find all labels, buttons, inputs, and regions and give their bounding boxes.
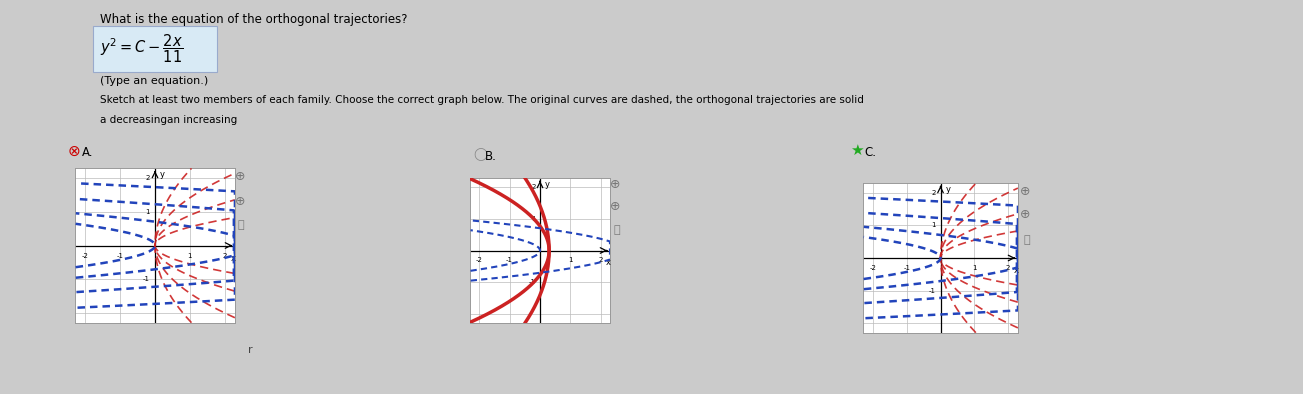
Text: ⧉: ⧉	[1023, 235, 1029, 245]
Text: ⊕: ⊕	[610, 178, 620, 191]
Text: -1: -1	[529, 279, 536, 285]
Text: $y^2 = C - \dfrac{2x}{11}$: $y^2 = C - \dfrac{2x}{11}$	[100, 32, 184, 65]
Text: x: x	[231, 254, 236, 263]
Text: r: r	[248, 345, 253, 355]
Text: -1: -1	[929, 288, 936, 294]
Text: 1: 1	[145, 209, 150, 215]
Text: 2: 2	[1006, 265, 1010, 271]
Text: ⊕: ⊕	[1020, 185, 1031, 198]
Text: y: y	[160, 170, 165, 179]
Text: B.: B.	[485, 150, 496, 163]
Text: -1: -1	[903, 265, 911, 271]
Text: -1: -1	[117, 253, 124, 259]
Text: x: x	[1014, 266, 1019, 275]
Text: A.: A.	[82, 146, 94, 159]
FancyBboxPatch shape	[93, 26, 218, 72]
Text: -2: -2	[869, 265, 877, 271]
Text: y: y	[545, 180, 550, 189]
Text: 2: 2	[598, 257, 603, 264]
Text: 2: 2	[146, 175, 150, 181]
Text: -1: -1	[143, 276, 150, 282]
Text: ⊗: ⊗	[68, 144, 81, 159]
Text: ⊕: ⊕	[235, 170, 245, 183]
Text: 1: 1	[930, 222, 936, 229]
Text: ⊕: ⊕	[235, 195, 245, 208]
Text: 2: 2	[532, 184, 536, 190]
Text: -2: -2	[476, 257, 482, 264]
Text: ⧉: ⧉	[238, 220, 245, 230]
Text: 2: 2	[223, 253, 227, 259]
Text: y: y	[946, 185, 951, 193]
Text: ⊕: ⊕	[1020, 208, 1031, 221]
Text: (Type an equation.): (Type an equation.)	[100, 76, 208, 86]
Text: Sketch at least two members of each family. Choose the correct graph below. The : Sketch at least two members of each fami…	[100, 95, 864, 105]
Text: What is the equation of the orthogonal trajectories?: What is the equation of the orthogonal t…	[100, 13, 408, 26]
Text: ⊕: ⊕	[610, 200, 620, 213]
Text: -1: -1	[506, 257, 513, 264]
Text: x: x	[606, 258, 611, 268]
Text: ★: ★	[850, 143, 864, 158]
Text: a decreasingan increasing: a decreasingan increasing	[100, 115, 237, 125]
Text: 1: 1	[972, 265, 976, 271]
Text: 1: 1	[188, 253, 192, 259]
Text: 1: 1	[568, 257, 573, 264]
Text: ⧉: ⧉	[612, 225, 620, 235]
Text: 2: 2	[932, 190, 936, 196]
Text: ◯: ◯	[473, 148, 487, 161]
Text: -2: -2	[82, 253, 89, 259]
Text: C.: C.	[864, 146, 876, 159]
Text: 1: 1	[530, 216, 536, 222]
